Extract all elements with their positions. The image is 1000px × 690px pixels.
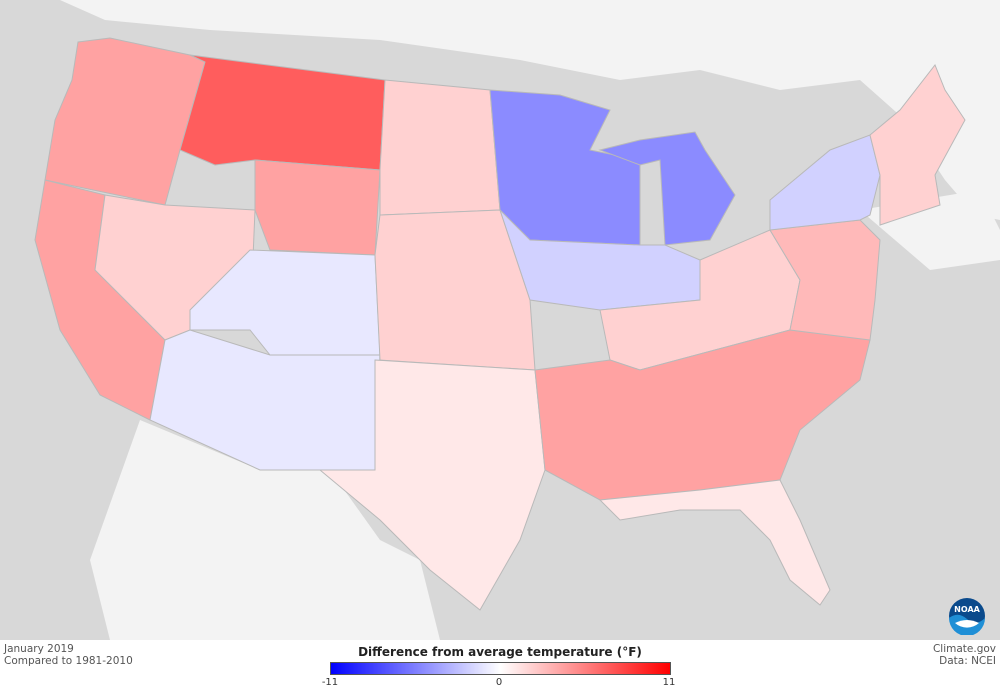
noaa-logo-icon[interactable]: NOAA bbox=[948, 597, 986, 635]
legend-title: Difference from average temperature (°F) bbox=[358, 645, 642, 659]
region-pacific-northwest[interactable] bbox=[44, 37, 206, 206]
legend-color-bar bbox=[330, 662, 671, 675]
region-upper-midwest[interactable] bbox=[489, 89, 641, 246]
legend-tick-mid: 0 bbox=[495, 677, 503, 688]
region-mid-atlantic[interactable] bbox=[769, 219, 881, 341]
region-northern-plains[interactable] bbox=[379, 79, 501, 216]
region-florida[interactable] bbox=[598, 479, 831, 606]
region-wyoming[interactable] bbox=[254, 159, 381, 256]
region-southeast[interactable] bbox=[534, 329, 871, 501]
noaa-logo-text: NOAA bbox=[954, 605, 980, 614]
legend-tick-max: 11 bbox=[662, 677, 676, 688]
data-credit: Data: NCEI bbox=[939, 655, 996, 667]
region-michigan[interactable] bbox=[598, 131, 736, 246]
us-regions bbox=[34, 37, 966, 611]
region-montana[interactable] bbox=[179, 54, 386, 171]
baseline-label: Compared to 1981-2010 bbox=[4, 655, 133, 667]
legend-tick-min: -11 bbox=[321, 677, 339, 688]
source-site-credit[interactable]: Climate.gov bbox=[932, 643, 996, 655]
map-view[interactable] bbox=[0, 0, 1000, 640]
date-label: January 2019 bbox=[4, 643, 74, 655]
region-new-england[interactable] bbox=[869, 64, 966, 226]
temperature-anomaly-map bbox=[0, 0, 1000, 640]
region-new-york[interactable] bbox=[769, 134, 881, 231]
